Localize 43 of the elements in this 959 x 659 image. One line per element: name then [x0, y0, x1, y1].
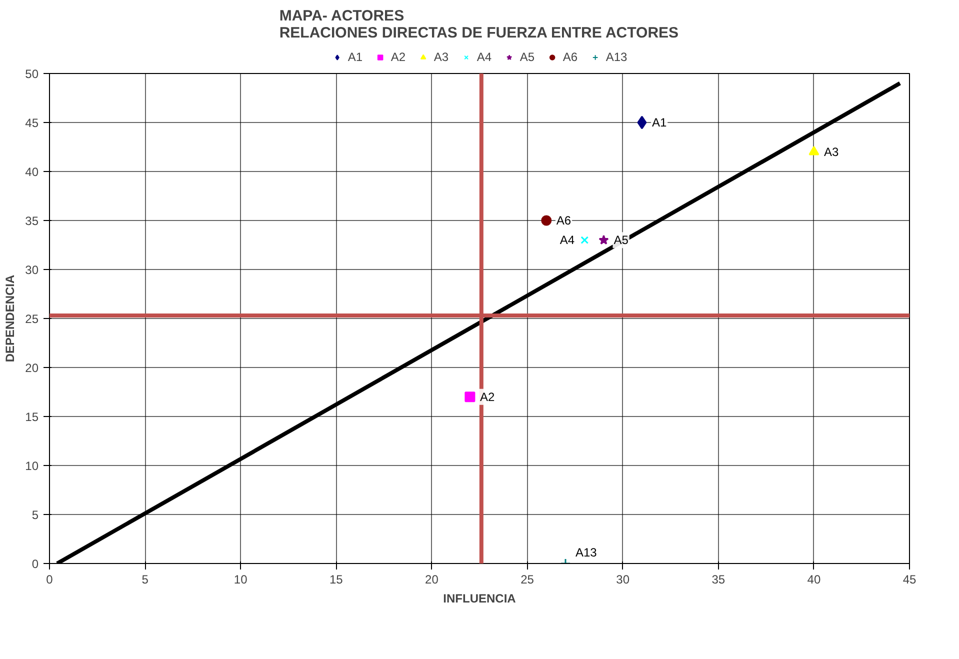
chart-title: MAPA- ACTORES RELACIONES DIRECTAS DE FUERZA ENTRE ACTORES: [279, 8, 679, 42]
y-tick-label: 15: [25, 410, 39, 424]
x-tick-label: 5: [142, 572, 149, 586]
legend-label: A5: [520, 50, 536, 64]
point: [598, 234, 609, 244]
x-tick-label: 35: [712, 572, 726, 586]
point: [580, 236, 589, 244]
y-tick-label: 0: [32, 557, 39, 571]
y-tick-label: 20: [25, 361, 39, 375]
y-tick-label: 5: [32, 508, 39, 522]
point: [808, 146, 820, 156]
legend-label: A1: [348, 50, 364, 64]
y-axis-title: DEPENDENCIA: [3, 274, 18, 362]
text: A2: [480, 390, 495, 404]
legend-label: A3: [434, 50, 450, 64]
y-tick-label: 10: [25, 459, 39, 473]
legend-label: A4: [476, 50, 492, 64]
y-tick-label: 40: [25, 165, 39, 179]
legend-label: A2: [390, 50, 406, 64]
legend-label: A13: [606, 50, 628, 64]
text: A3: [824, 144, 839, 159]
text: A6: [556, 214, 572, 228]
text: A1: [652, 116, 667, 130]
y-tick-label: 30: [25, 263, 39, 277]
point: [541, 215, 552, 226]
text: A13: [576, 546, 597, 560]
text: A5: [614, 233, 628, 248]
y-tick-label: 45: [25, 116, 39, 130]
x-tick-label: 45: [902, 572, 916, 586]
x-tick-label: 40: [807, 572, 821, 586]
x-tick-label: 10: [234, 572, 248, 586]
x-tick-label: 15: [329, 572, 344, 586]
y-tick-label: 35: [25, 214, 39, 228]
y-tick-label: 50: [25, 67, 39, 81]
x-axis-title: INFLUENCIA: [443, 592, 516, 606]
point: [637, 116, 647, 130]
text: A4: [560, 233, 575, 248]
x-tick-label: 25: [520, 572, 534, 586]
legend-label: A6: [562, 50, 578, 64]
x-tick-label: 20: [425, 572, 439, 586]
x-tick-label: 0: [46, 572, 54, 586]
y-tick-label: 25: [25, 312, 39, 326]
x-tick-label: 30: [616, 572, 630, 586]
